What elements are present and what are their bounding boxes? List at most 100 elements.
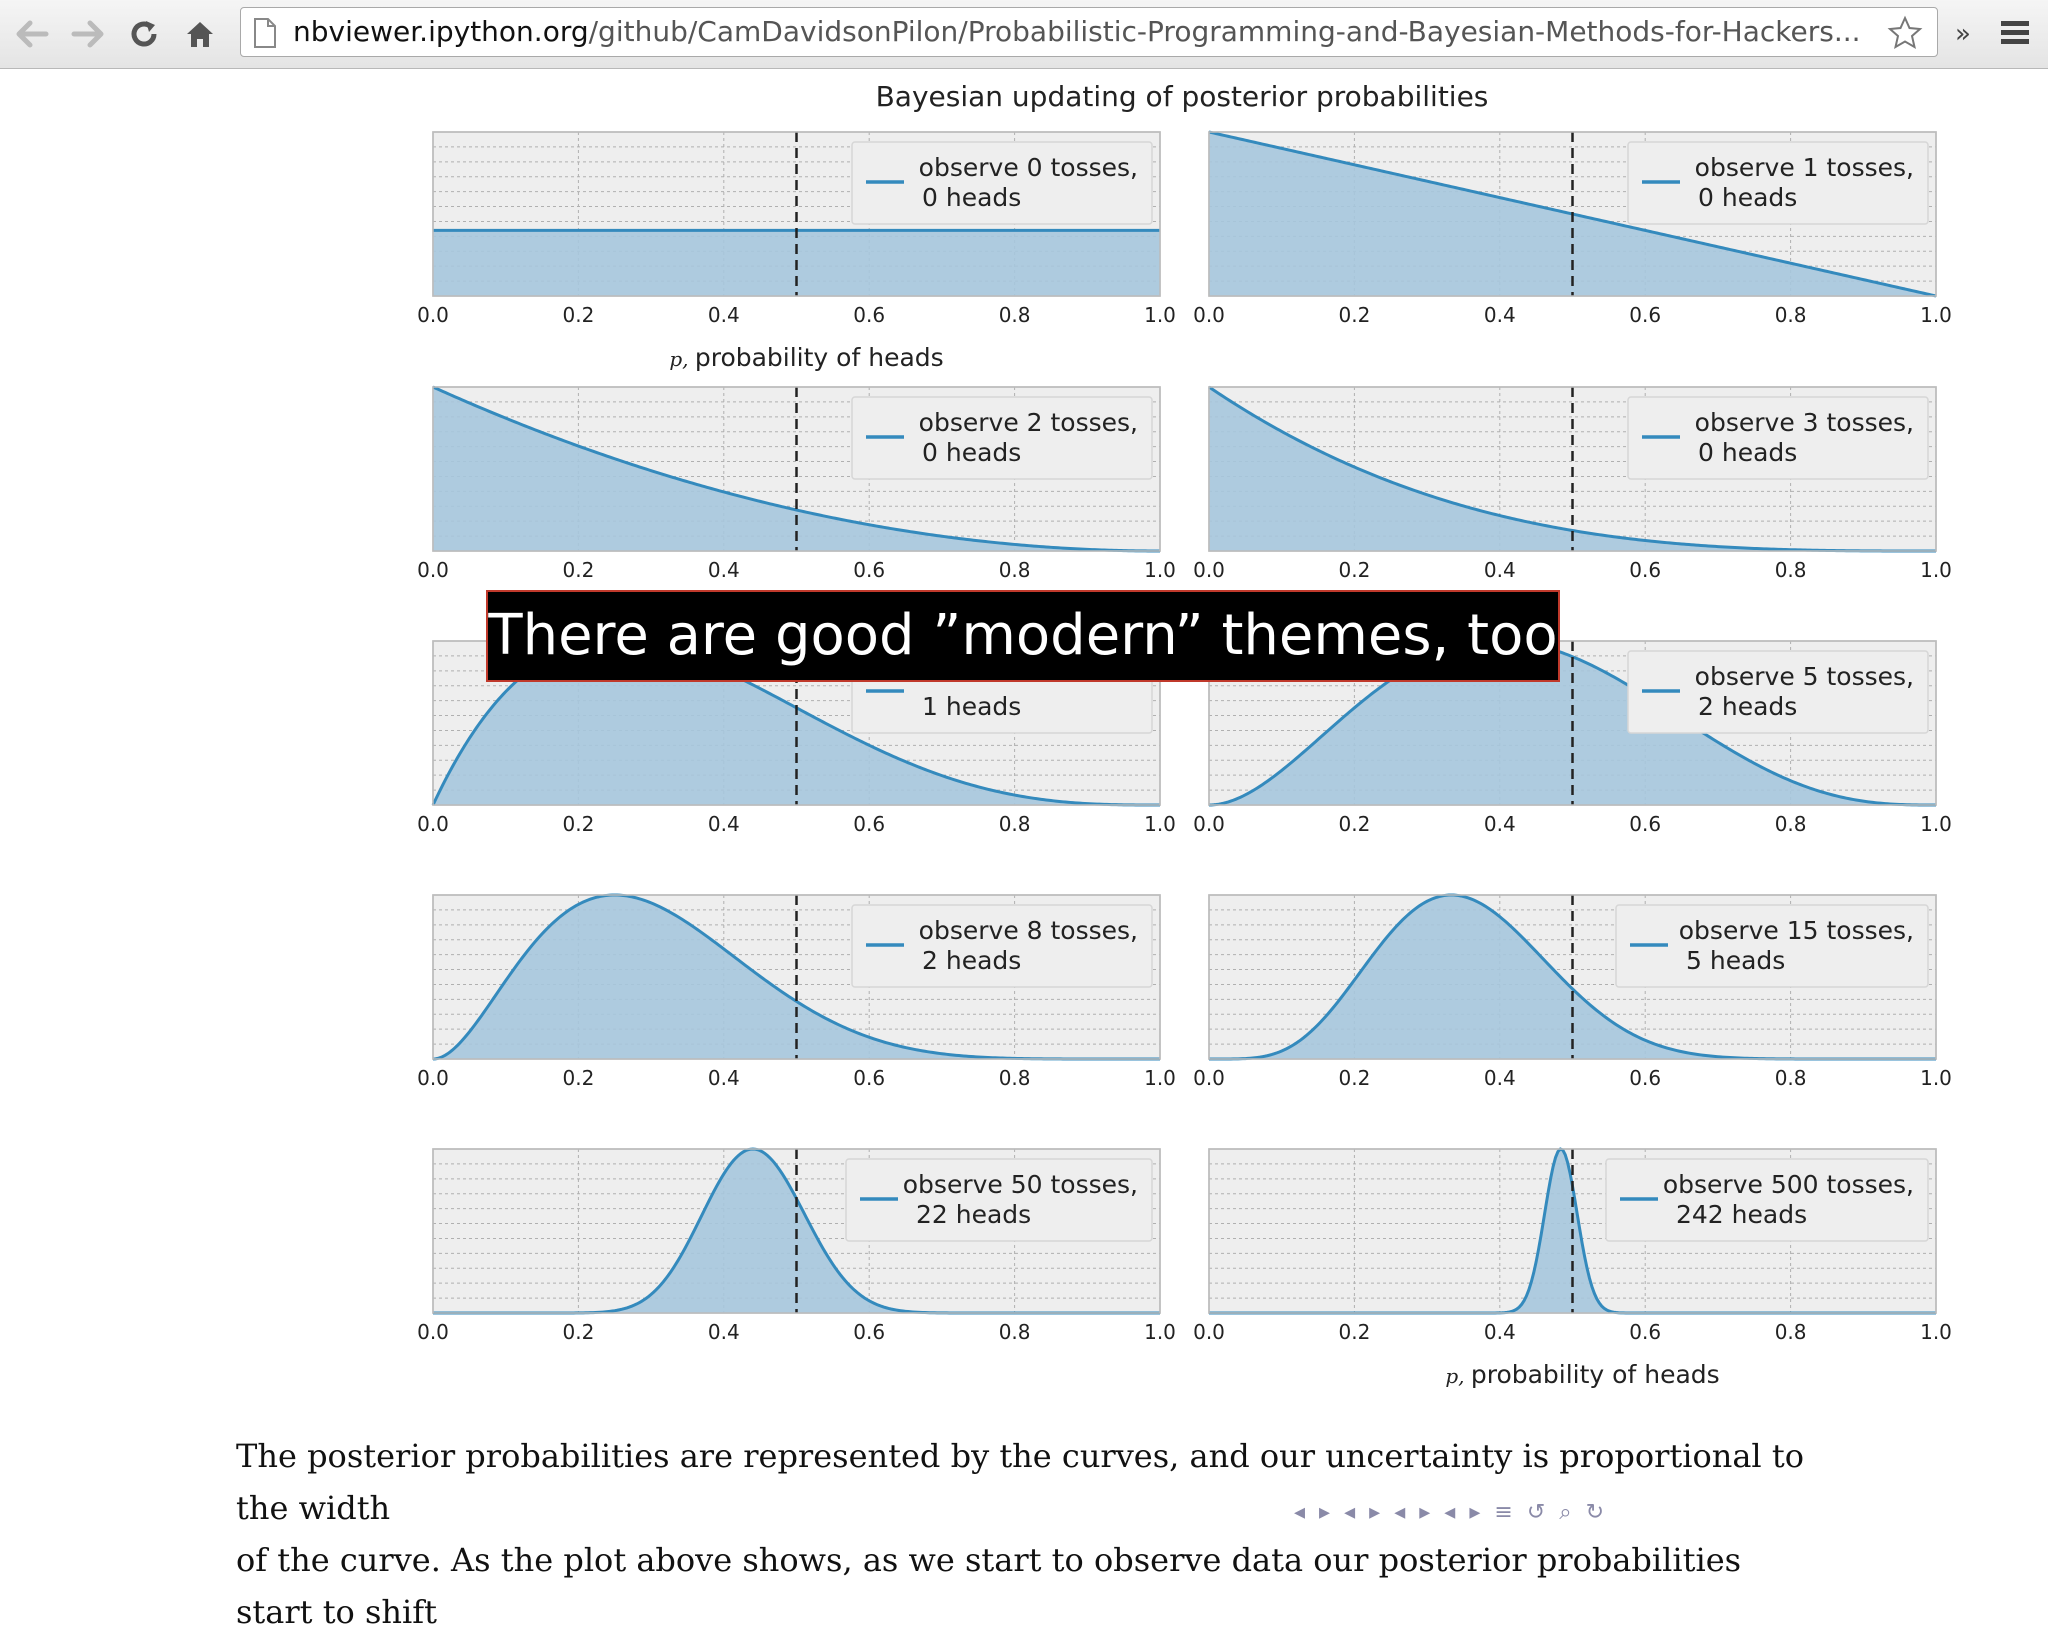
paragraph-line-2: of the curve. As the plot above shows, a… [236,1541,1742,1631]
legend-label-line2: 0 heads [922,438,1021,467]
x-tick-label: 0.6 [1629,1066,1661,1090]
nav-left-icon[interactable]: ◂ [1294,1500,1306,1525]
x-tick-label: 0.4 [708,1320,740,1344]
slide-navigation: ◂ ▸ ◂ ▸ ◂ ▸ ◂ ▸ ≡ ↺ ⌕ ↻ [1280,1500,2040,1532]
x-tick-label: 0.6 [1629,812,1661,836]
x-tick-label: 0.4 [1484,303,1516,327]
x-tick-label: 0.2 [562,1320,594,1344]
paragraph-line-1: The posterior probabilities are represen… [236,1437,1804,1527]
x-tick-label: 0.6 [853,558,885,582]
nav-back-icon[interactable]: ↺ [1526,1500,1546,1525]
x-tick-label: 0.2 [562,558,594,582]
x-tick-label: 0.0 [417,1320,449,1344]
posterior-area [433,387,1160,551]
x-tick-label: 0.0 [1193,1066,1225,1090]
x-tick-label: 1.0 [1144,1320,1176,1344]
x-tick-label: 1.0 [1920,812,1952,836]
legend-box [851,141,1153,225]
x-tick-label: 0.8 [999,1066,1031,1090]
posterior-line [432,385,1160,553]
posterior-line [1208,385,1936,553]
nav-right-icon[interactable]: ▸ [1319,1500,1331,1525]
url-host: nbviewer.ipython.org [293,15,589,48]
legend-label-line1: observe 1 tosses, [1695,153,1914,182]
nav-frame-left-icon[interactable]: ◂ [1344,1500,1356,1525]
legend-box [845,1158,1153,1242]
x-tick-label: 0.6 [853,1066,885,1090]
forward-arrow-icon[interactable] [66,12,110,56]
x-tick-label: 0.2 [1338,303,1370,327]
x-tick-label: 0.8 [999,303,1031,327]
x-tick-label: 0.8 [1775,303,1807,327]
browser-toolbar: nbviewer.ipython.org/github/CamDavidsonP… [0,0,2048,69]
x-tick-label: 0.0 [417,303,449,327]
legend-box [1627,141,1929,225]
legend-label-line2: 22 heads [916,1200,1031,1229]
chart-frame [1208,386,1937,552]
x-tick-label: 0.0 [417,558,449,582]
x-tick-label: 1.0 [1144,1066,1176,1090]
legend-label-line2: 5 heads [1686,946,1785,975]
legend-box [1627,396,1929,480]
x-tick-label: 0.0 [1193,303,1225,327]
legend-box [1605,1158,1929,1242]
chart-frame [432,1148,1161,1314]
nav-search-icon[interactable]: ⌕ [1559,1500,1572,1525]
legend-label-line1: observe 500 tosses, [1663,1170,1914,1199]
menu-icon[interactable] [1998,16,2032,54]
x-tick-label: 1.0 [1920,303,1952,327]
x-tick-label: 1.0 [1144,558,1176,582]
posterior-area [1209,895,1936,1059]
nav-subsection-right-icon[interactable]: ▸ [1469,1500,1481,1525]
legend-box [1615,904,1929,988]
x-tick-label: 0.0 [417,812,449,836]
body-paragraph: The posterior probabilities are represen… [236,1430,1816,1638]
reload-icon[interactable] [122,12,166,56]
x-tick-label: 1.0 [1920,558,1952,582]
page-icon [253,18,277,52]
nav-frame-right-icon[interactable]: ▸ [1369,1500,1381,1525]
legend-label-line2: 0 heads [922,183,1021,212]
chart-frame [1208,131,1937,297]
url-path: /github/CamDavidsonPilon/Probabilistic-P… [588,15,1861,48]
nav-section-left-icon[interactable]: ◂ [1394,1500,1406,1525]
nav-section-right-icon[interactable]: ▸ [1419,1500,1431,1525]
x-tick-label: 1.0 [1920,1320,1952,1344]
x-tick-label: 0.2 [562,1066,594,1090]
legend-label-line1: observe 5 tosses, [1695,662,1914,691]
chevron-double-right-icon[interactable]: » [1955,19,1971,49]
nav-subsection-left-icon[interactable]: ◂ [1444,1500,1456,1525]
legend-label-line1: observe 2 tosses, [919,408,1138,437]
x-tick-label: 0.2 [1338,1066,1370,1090]
x-tick-label: 0.6 [853,1320,885,1344]
chart-frame [1208,1148,1937,1314]
nav-align-icon[interactable]: ≡ [1494,1500,1513,1525]
x-tick-label: 0.0 [1193,1320,1225,1344]
legend-box [1627,650,1929,734]
legend-label-line2: 0 heads [1698,183,1797,212]
back-arrow-icon[interactable] [10,12,54,56]
nav-forward-icon[interactable]: ↻ [1585,1500,1605,1525]
legend-label-line2: 2 heads [1698,692,1797,721]
x-tick-label: 0.8 [999,812,1031,836]
address-bar[interactable]: nbviewer.ipython.org/github/CamDavidsonP… [240,7,1938,57]
legend-label-line1: observe 50 tosses, [903,1170,1138,1199]
url-text[interactable]: nbviewer.ipython.org/github/CamDavidsonP… [293,8,1863,56]
x-tick-label: 0.4 [1484,812,1516,836]
chart-frame [1208,640,1937,806]
chart-frame [1208,894,1937,1060]
x-tick-label: 0.6 [853,812,885,836]
x-tick-label: 0.4 [1484,558,1516,582]
x-tick-label: 0.2 [562,303,594,327]
x-tick-label: 0.4 [708,812,740,836]
x-axis-label: p, probability of heads [669,343,943,372]
home-icon[interactable] [178,12,222,56]
legend-label-line2: 242 heads [1676,1200,1807,1229]
x-tick-label: 0.8 [1775,1066,1807,1090]
star-icon[interactable] [1887,15,1923,55]
x-tick-label: 0.2 [562,812,594,836]
x-axis-label: p, probability of heads [1445,1360,1719,1389]
x-tick-label: 1.0 [1920,1066,1952,1090]
legend-label-line1: observe 0 tosses, [919,153,1138,182]
legend-label-line2: 1 heads [922,692,1021,721]
